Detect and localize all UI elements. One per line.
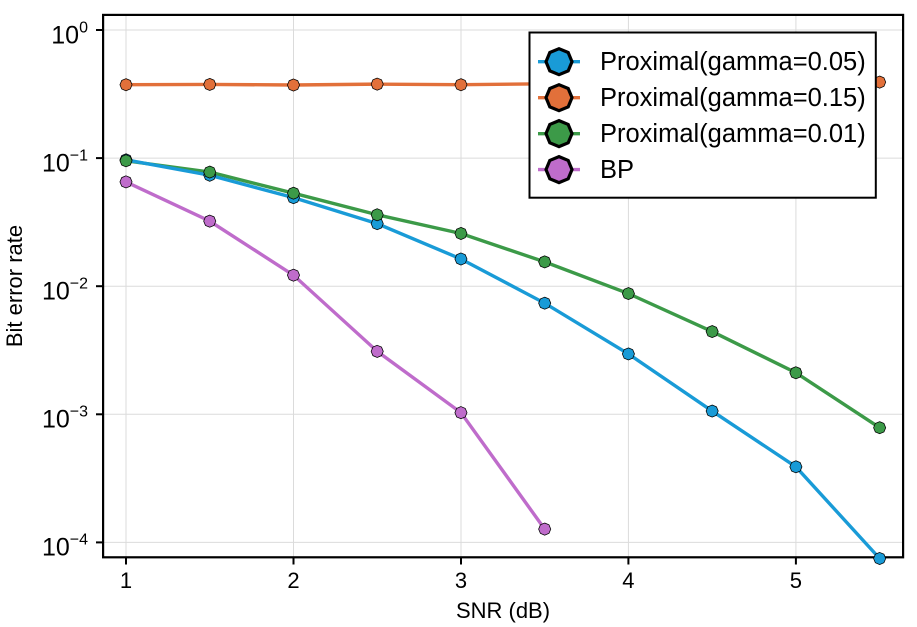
svg-text:Proximal(gamma=0.01): Proximal(gamma=0.01) [600, 120, 866, 148]
svg-text:3: 3 [455, 568, 467, 593]
svg-text:2: 2 [287, 568, 299, 593]
svg-text:SNR (dB): SNR (dB) [456, 598, 550, 623]
svg-text:Proximal(gamma=0.15): Proximal(gamma=0.15) [600, 84, 866, 112]
svg-text:5: 5 [790, 568, 802, 593]
svg-text:1: 1 [120, 568, 132, 593]
svg-text:Bit error rate: Bit error rate [2, 225, 27, 347]
svg-text:BP: BP [600, 156, 634, 184]
svg-text:4: 4 [622, 568, 634, 593]
svg-text:Proximal(gamma=0.05): Proximal(gamma=0.05) [600, 48, 866, 76]
